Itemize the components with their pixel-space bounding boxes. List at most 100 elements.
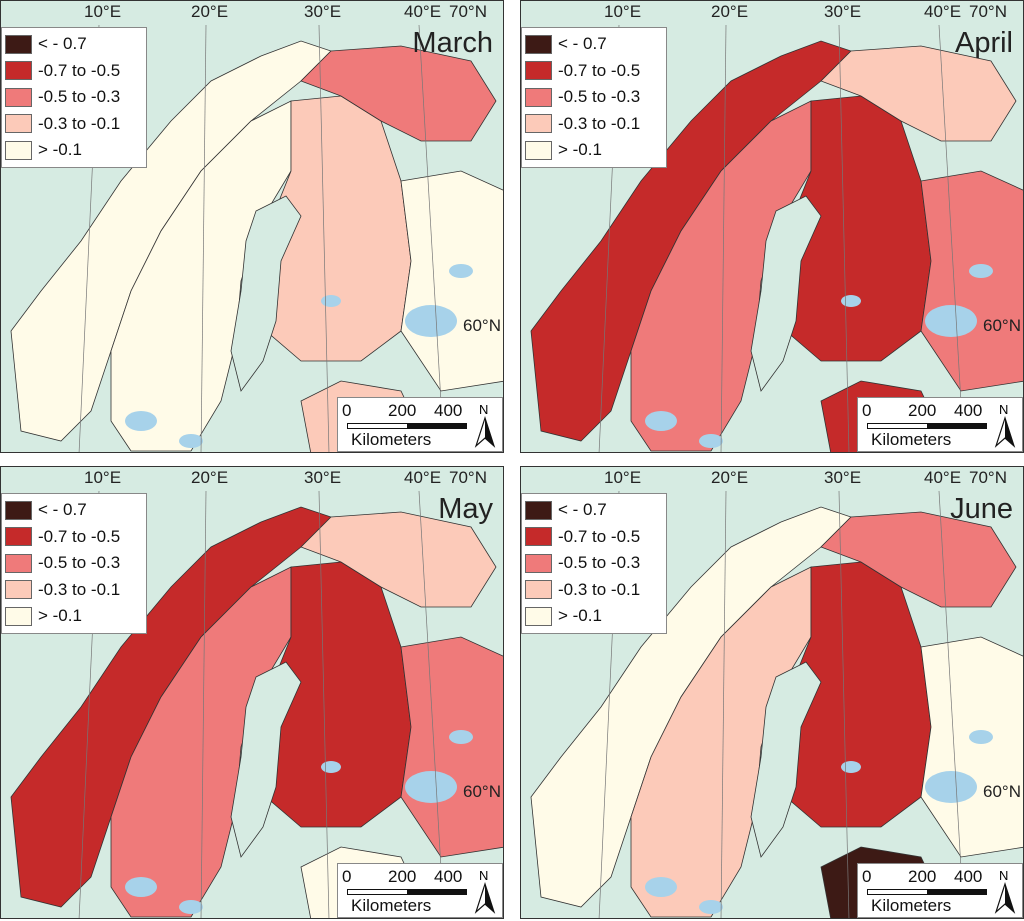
longitude-label: 40°E: [404, 468, 442, 487]
scale-tick-label: 400: [954, 401, 983, 420]
legend-swatch: [525, 553, 552, 573]
legend-label: -0.5 to -0.3: [558, 87, 641, 107]
latitude-label-60n: 60°N: [983, 316, 1021, 335]
legend-swatch: [525, 114, 552, 134]
scale-bar: 0 200 400 Kilometers N: [857, 863, 1023, 918]
scandinavia-map: [530, 490, 1023, 918]
russia-region: [920, 636, 1023, 858]
scale-bar: 0 200 400 Kilometers N: [337, 397, 503, 452]
scandinavia-map: [530, 24, 1023, 452]
month-title: March: [412, 27, 493, 59]
lake: [125, 411, 157, 431]
longitude-line: [838, 490, 850, 918]
legend-swatch: [5, 527, 32, 547]
legend-item: -0.7 to -0.5: [5, 524, 146, 551]
legend-label: -0.3 to -0.1: [38, 113, 121, 133]
legend-item: -0.7 to -0.5: [5, 58, 146, 85]
longitude-line: [720, 490, 727, 918]
scale-units: Kilometers: [871, 430, 952, 449]
longitude-line: [318, 24, 330, 452]
legend-label: -0.7 to -0.5: [38, 526, 121, 546]
legend-label: -0.7 to -0.5: [558, 60, 641, 80]
legend-item: -0.5 to -0.3: [5, 84, 146, 111]
lake: [179, 434, 203, 448]
gulf-of-bothnia: [750, 661, 822, 858]
legend-label: > -0.1: [38, 140, 82, 160]
kola-region: [300, 45, 497, 142]
legend-item: -0.3 to -0.1: [5, 111, 146, 138]
russia-region: [920, 170, 1023, 392]
north-label: N: [999, 868, 1009, 883]
legend-item: > -0.1: [5, 603, 146, 630]
lake: [449, 264, 473, 278]
gulf-of-bothnia: [230, 661, 302, 858]
legend: < - 0.7 -0.7 to -0.5 -0.5 to -0.3 -0.3 to -…: [521, 27, 667, 168]
legend-item: > -0.1: [525, 137, 666, 164]
legend-swatch: [5, 34, 32, 54]
longitude-line: [720, 24, 727, 452]
north-label: N: [999, 402, 1009, 417]
scale-tick-label: 0: [862, 867, 872, 886]
legend-swatch: [525, 527, 552, 547]
legend-swatch: [5, 580, 32, 600]
scale-units: Kilometers: [351, 430, 432, 449]
map-panel-may: 10°E 20°E 30°E 40°E 70°N 60°N May < - 0.7 -0.7 t…: [0, 466, 504, 919]
legend-label: < - 0.7: [38, 500, 87, 520]
north-label: N: [479, 868, 489, 883]
kola-region: [820, 45, 1017, 142]
latitude-label-60n: 60°N: [983, 782, 1021, 801]
legend-item: < - 0.7: [5, 497, 146, 524]
kola-region: [300, 511, 497, 608]
gulf-of-bothnia: [750, 195, 822, 392]
lake: [925, 305, 977, 337]
latitude-label-70n: 70°N: [449, 2, 487, 21]
legend-item: -0.5 to -0.3: [5, 550, 146, 577]
legend-item: < - 0.7: [525, 497, 666, 524]
legend-item: -0.3 to -0.1: [5, 577, 146, 604]
longitude-label: 10°E: [604, 468, 642, 487]
scale-tick-label: 0: [342, 867, 352, 886]
legend-swatch: [5, 140, 32, 160]
legend-label: < - 0.7: [558, 34, 607, 54]
russia-region: [400, 170, 503, 392]
map-panel-april: 10°E 20°E 30°E 40°E 70°N 60°N April < - 0.7 -0.7…: [520, 0, 1024, 453]
legend-item: < - 0.7: [5, 31, 146, 58]
lake: [179, 900, 203, 914]
longitude-label: 30°E: [824, 2, 862, 21]
lake: [645, 411, 677, 431]
legend-label: < - 0.7: [38, 34, 87, 54]
lake: [969, 264, 993, 278]
longitude-label: 10°E: [604, 2, 642, 21]
lake: [321, 761, 341, 773]
lake: [125, 877, 157, 897]
latitude-label-60n: 60°N: [463, 782, 501, 801]
legend-item: -0.7 to -0.5: [525, 524, 666, 551]
longitude-label: 10°E: [84, 468, 122, 487]
longitude-line: [200, 490, 207, 918]
legend-label: > -0.1: [558, 606, 602, 626]
lake: [321, 295, 341, 307]
legend-label: -0.3 to -0.1: [38, 579, 121, 599]
longitude-label: 20°E: [711, 2, 749, 21]
legend-swatch: [525, 606, 552, 626]
lake: [925, 771, 977, 803]
scale-tick-label: 0: [342, 401, 352, 420]
lake: [405, 771, 457, 803]
lake: [645, 877, 677, 897]
scale-tick-label: 400: [434, 867, 463, 886]
scale-bar-graphic: [347, 423, 467, 429]
longitude-label: 30°E: [304, 468, 342, 487]
scale-bar: 0 200 400 Kilometers N: [857, 397, 1023, 452]
lake: [699, 434, 723, 448]
latitude-label-60n: 60°N: [463, 316, 501, 335]
longitude-line: [838, 24, 850, 452]
month-title: April: [954, 27, 1013, 59]
latitude-label-70n: 70°N: [969, 2, 1007, 21]
legend-item: -0.5 to -0.3: [525, 84, 666, 111]
longitude-line: [200, 24, 207, 452]
legend-label: -0.5 to -0.3: [558, 553, 641, 573]
scale-bar-graphic: [867, 423, 987, 429]
north-arrow-icon: N: [472, 402, 498, 448]
legend: < - 0.7 -0.7 to -0.5 -0.5 to -0.3 -0.3 to -…: [521, 493, 667, 634]
kola-region: [820, 511, 1017, 608]
